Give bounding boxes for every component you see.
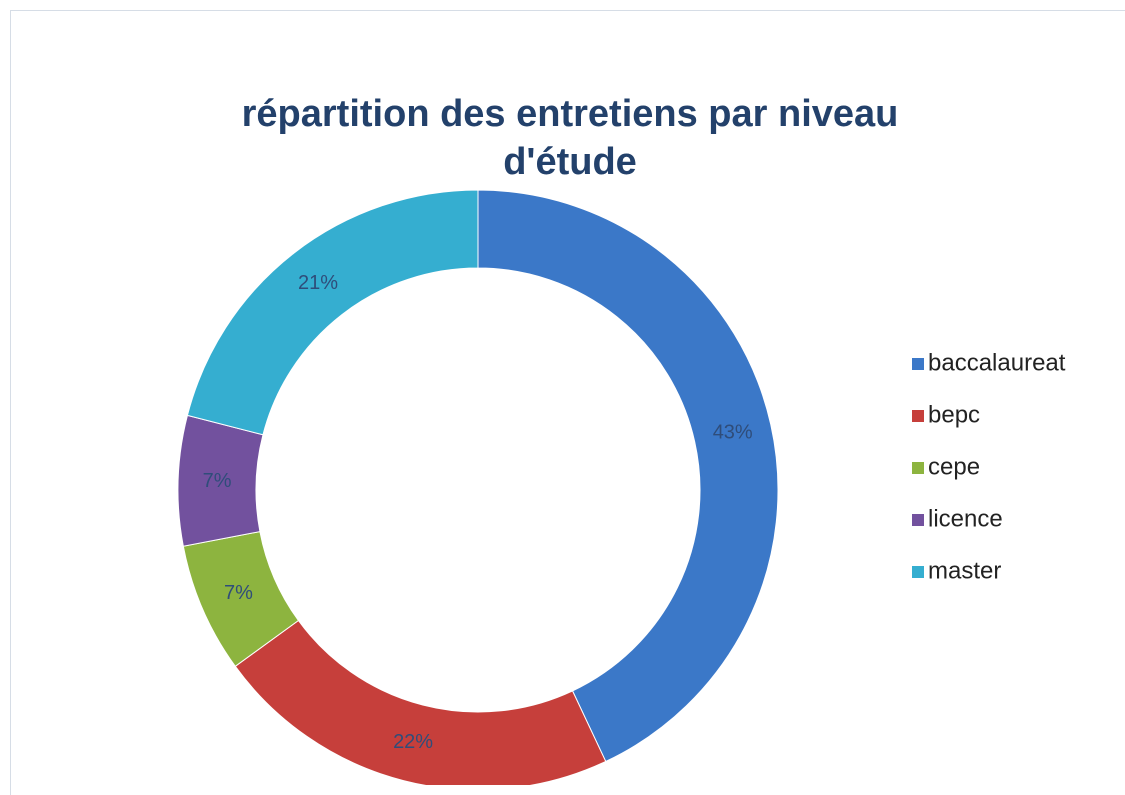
- legend-swatch: [912, 358, 924, 370]
- chart-frame: [10, 10, 1125, 795]
- legend-swatch: [912, 514, 924, 526]
- chart-title: répartition des entretiens par niveau d'…: [241, 93, 899, 183]
- donut-segment: [234, 619, 607, 785]
- legend-swatch: [912, 566, 924, 578]
- legend-label: bepc: [928, 401, 980, 428]
- legend-swatch: [912, 462, 924, 474]
- legend-swatch: [912, 410, 924, 422]
- donut-segment: [477, 189, 779, 763]
- data-label: 21%: [298, 272, 338, 294]
- data-label: 7%: [203, 470, 232, 492]
- legend-label: master: [928, 557, 1001, 584]
- data-label: 22%: [393, 731, 433, 753]
- donut-segment: [186, 189, 479, 436]
- legend-label: baccalaureat: [928, 349, 1066, 376]
- data-label: 43%: [713, 421, 753, 443]
- legend-label: cepe: [928, 453, 980, 480]
- legend-label: licence: [928, 505, 1003, 532]
- data-label: 7%: [224, 582, 253, 604]
